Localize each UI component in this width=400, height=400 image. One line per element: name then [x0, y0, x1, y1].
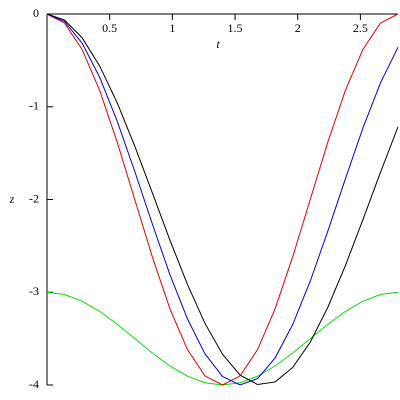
- x-tick-label: 1: [169, 21, 175, 35]
- y-tick-label: -3: [29, 284, 39, 298]
- series-line: [46, 13, 399, 386]
- y-tick-label: 0: [33, 6, 39, 20]
- y-tick-label: -4: [29, 377, 39, 391]
- y-tick-label: -2: [29, 191, 39, 205]
- y-tick-label: -1: [29, 99, 39, 113]
- x-tick-label: 2.5: [353, 21, 368, 35]
- y-axis-label: z: [9, 192, 15, 206]
- series-line: [46, 291, 399, 386]
- x-tick-label: 0.5: [102, 21, 117, 35]
- x-axis-label: t: [216, 37, 220, 51]
- x-tick-label: 1.5: [228, 21, 243, 35]
- x-tick-label: 2: [295, 21, 301, 35]
- series-line: [46, 13, 399, 386]
- series-line: [46, 13, 399, 386]
